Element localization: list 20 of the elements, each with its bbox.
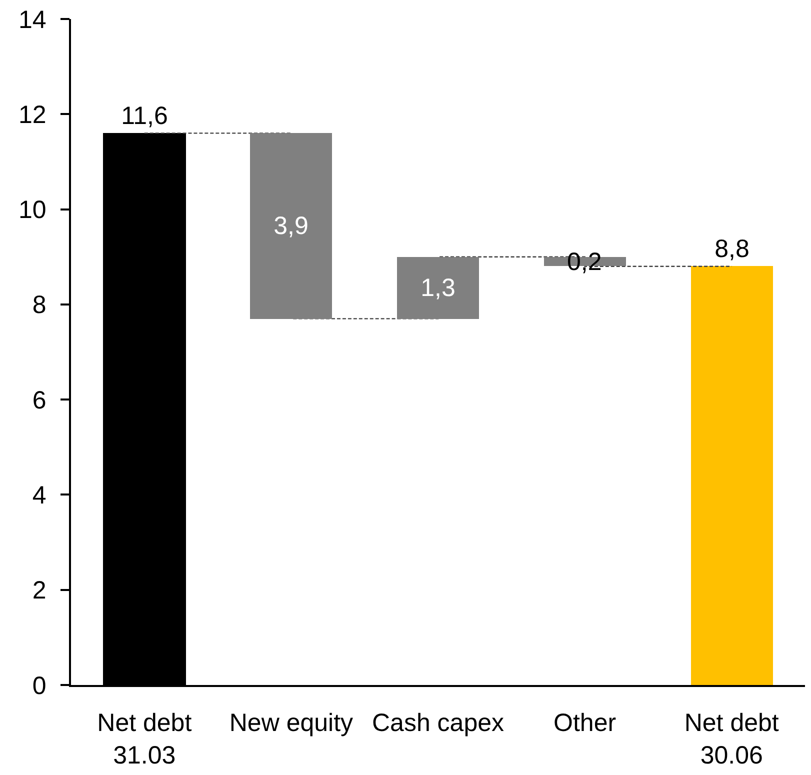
data-label: 11,6 (121, 102, 168, 130)
y-tick-label: 4 (32, 481, 46, 510)
x-tick-label: Cash capex (372, 708, 505, 737)
x-tick-label: Net debt 31.03 (97, 708, 192, 770)
y-tick-label: 2 (32, 576, 46, 605)
x-tick-label: New equity (229, 708, 354, 737)
data-label: 8,8 (714, 235, 750, 263)
y-tick-label: 14 (18, 6, 46, 34)
bar (250, 133, 332, 319)
y-tick-label: 8 (32, 291, 46, 320)
y-tick-label: 10 (18, 196, 46, 224)
data-label: 3,9 (274, 212, 308, 240)
y-tick-label: 12 (18, 100, 46, 129)
bar (397, 257, 479, 319)
x-tick-label: Other (554, 708, 616, 737)
data-label: 1,3 (420, 274, 456, 302)
bar (691, 266, 773, 685)
x-tick-label: Net debt 30.06 (684, 708, 779, 770)
y-tick-label: 6 (32, 386, 46, 414)
y-tick-label: 0 (32, 672, 46, 700)
